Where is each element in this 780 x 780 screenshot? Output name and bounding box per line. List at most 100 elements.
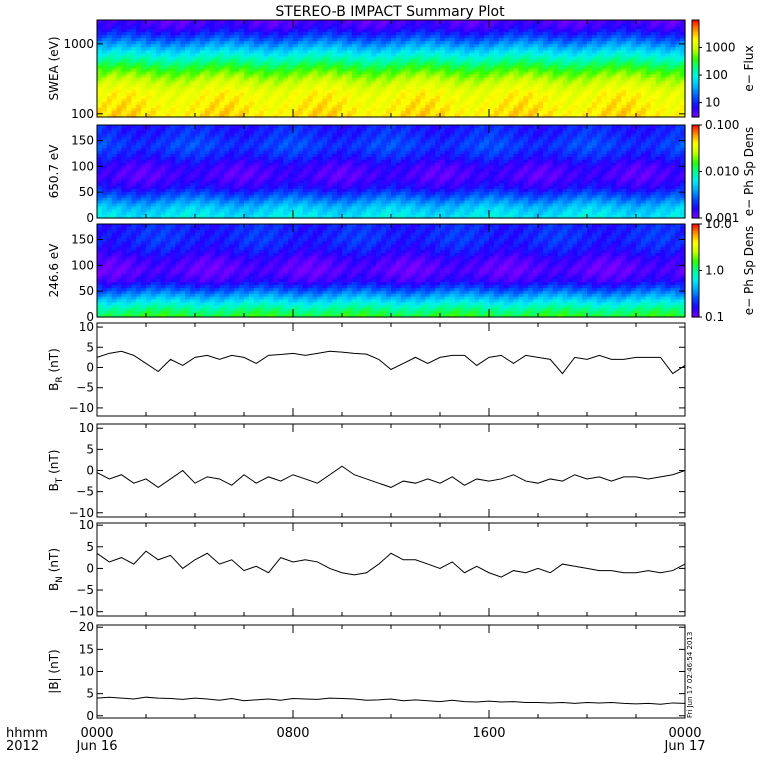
heatmap-cell [312, 92, 319, 97]
heatmap-cell [444, 86, 451, 91]
heatmap-cell [322, 98, 328, 103]
heatmap-cell [190, 29, 196, 33]
heatmap-cell [567, 110, 573, 115]
heatmap-cell [219, 41, 225, 45]
heatmap-cell [376, 80, 382, 85]
heatmap-cell [611, 125, 617, 129]
heatmap-cell [405, 29, 412, 33]
heatmap-cell [342, 110, 348, 115]
heatmap-cell [150, 29, 157, 33]
heatmap-cell [582, 95, 588, 100]
heatmap-cell [606, 20, 613, 24]
heatmap-cell [160, 68, 167, 73]
heatmap-cell [346, 62, 353, 67]
heatmap-cell [317, 32, 323, 36]
heatmap-cell [533, 32, 539, 36]
heatmap-cell [562, 110, 568, 115]
heatmap-cell [454, 50, 461, 54]
heatmap-cell [626, 65, 632, 70]
heatmap-cell [386, 133, 392, 138]
heatmap-cell [332, 29, 338, 33]
heatmap-cell [116, 130, 123, 135]
heatmap-cell [307, 38, 314, 42]
heatmap-cell [273, 127, 279, 132]
heatmap-cell [180, 145, 186, 149]
heatmap-cell [528, 53, 534, 57]
heatmap-cell [449, 23, 456, 27]
heatmap-cell [645, 71, 652, 76]
heatmap-cell [680, 56, 686, 61]
heatmap-cell [395, 107, 402, 112]
heatmap-cell [420, 44, 426, 48]
heatmap-cell [283, 59, 289, 64]
heatmap-cell [126, 50, 132, 54]
heatmap-cell [239, 29, 245, 33]
heatmap-cell [332, 50, 338, 54]
heatmap-cell [440, 142, 446, 146]
heatmap-cell [111, 125, 118, 129]
heatmap-cell [199, 133, 206, 138]
heatmap-cell [288, 59, 294, 64]
heatmap-cell [459, 142, 466, 146]
heatmap-cell [170, 74, 176, 79]
heatmap-cell [155, 68, 162, 73]
heatmap-cell [219, 26, 225, 30]
heatmap-cell [106, 32, 113, 36]
heatmap-cell [489, 53, 495, 57]
heatmap-cell [596, 80, 603, 85]
heatmap-cell [126, 53, 132, 57]
heatmap-cell [229, 53, 235, 57]
heatmap-cell [381, 127, 387, 132]
heatmap-cell [106, 47, 113, 51]
heatmap-cell [101, 59, 108, 64]
heatmap-cell [204, 142, 211, 146]
heatmap-cell [655, 47, 662, 51]
heatmap-cell [307, 110, 314, 115]
heatmap-cell [239, 80, 245, 85]
heatmap-cell [400, 35, 407, 39]
heatmap-cell [503, 148, 510, 152]
heatmap-cell [209, 56, 216, 61]
heatmap-cell [611, 77, 617, 82]
heatmap-cell [621, 59, 627, 64]
heatmap-cell [435, 95, 441, 100]
heatmap-cell [528, 148, 534, 152]
heatmap-cell [234, 65, 240, 70]
heatmap-cell [302, 23, 309, 27]
heatmap-cell [111, 29, 118, 33]
heatmap-cell [126, 83, 132, 88]
heatmap-cell [572, 107, 578, 112]
heatmap-cell [288, 26, 294, 30]
heatmap-cell [420, 41, 426, 45]
heatmap-cell [126, 56, 132, 61]
heatmap-cell [361, 113, 368, 118]
heatmap-cell [214, 80, 221, 85]
heatmap-cell [430, 50, 436, 54]
heatmap-cell [621, 65, 627, 70]
heatmap-cell [244, 104, 250, 109]
heatmap-cell [258, 56, 265, 61]
heatmap-cell [253, 65, 260, 70]
heatmap-cell [155, 95, 162, 100]
heatmap-cell [297, 101, 304, 106]
heatmap-cell [195, 133, 201, 138]
heatmap-cell [170, 65, 176, 70]
heatmap-cell [631, 41, 637, 45]
heatmap-cell [547, 29, 554, 33]
heatmap-cell [288, 95, 294, 100]
heatmap-cell [562, 130, 568, 135]
heatmap-cell [391, 139, 397, 144]
heatmap-cell [459, 35, 466, 39]
heatmap-cell [302, 95, 309, 100]
heatmap-cell [395, 65, 402, 70]
colorbar-tick-label: 1000 [705, 41, 736, 55]
heatmap-cell [645, 89, 652, 94]
heatmap-cell [640, 101, 647, 106]
heatmap-cell [640, 62, 647, 67]
heatmap-cell [224, 98, 230, 103]
colorbar-tick-label: 100 [705, 68, 728, 82]
heatmap-cell [498, 41, 505, 45]
heatmap-cell [268, 56, 274, 61]
heatmap-cell [312, 107, 319, 112]
heatmap-cell [234, 110, 240, 115]
